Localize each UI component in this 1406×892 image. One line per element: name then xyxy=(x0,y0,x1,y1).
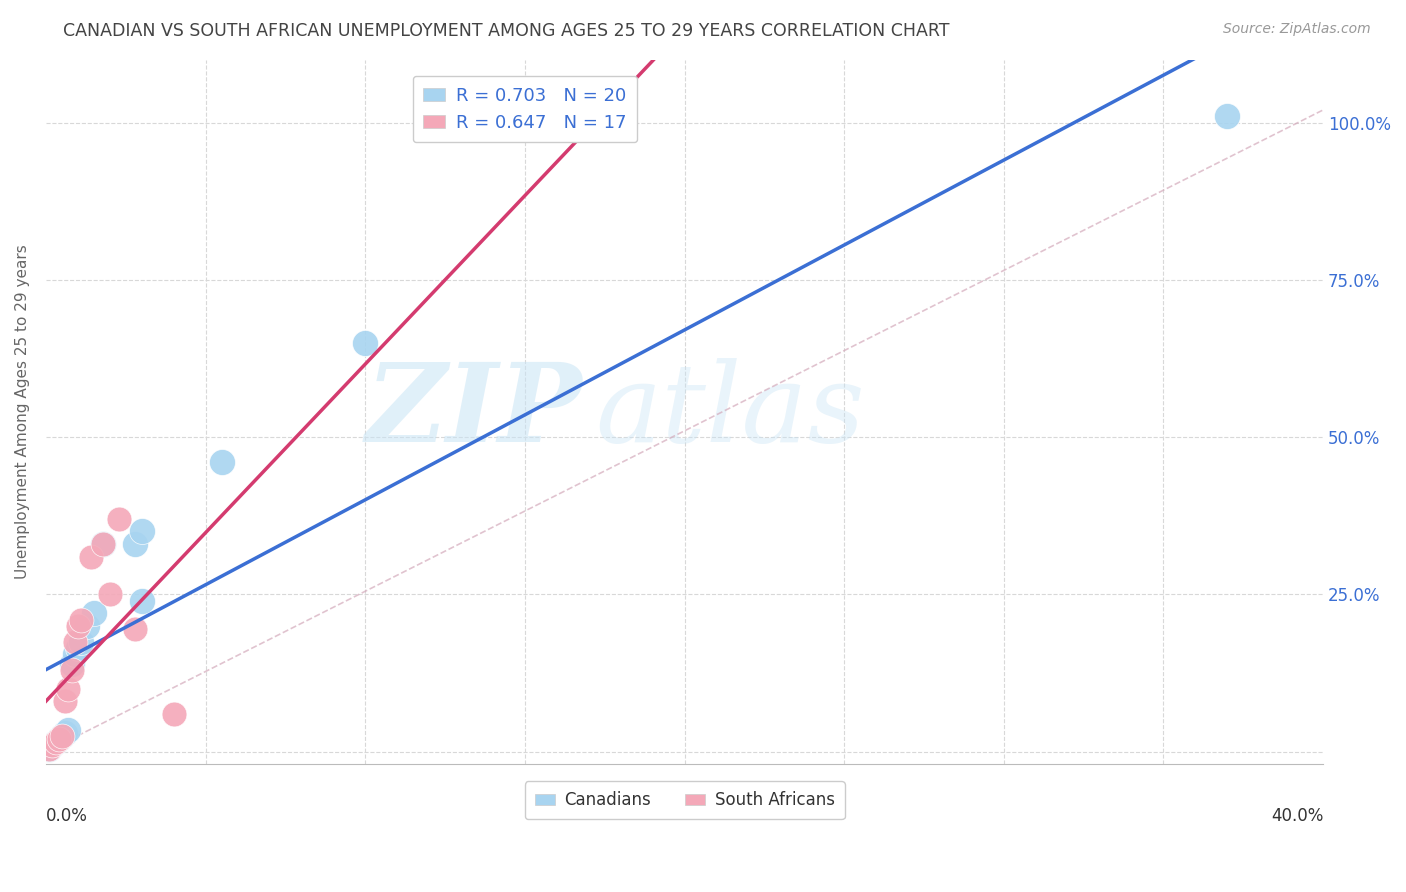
Point xyxy=(108,512,131,526)
Point xyxy=(53,694,76,708)
Text: CANADIAN VS SOUTH AFRICAN UNEMPLOYMENT AMONG AGES 25 TO 29 YEARS CORRELATION CHA: CANADIAN VS SOUTH AFRICAN UNEMPLOYMENT A… xyxy=(63,22,950,40)
Y-axis label: Unemployment Among Ages 25 to 29 years: Unemployment Among Ages 25 to 29 years xyxy=(15,244,30,579)
Point xyxy=(60,657,83,671)
Point xyxy=(38,741,60,756)
Point xyxy=(58,681,80,696)
Point xyxy=(51,729,73,743)
Point xyxy=(41,739,63,753)
Point xyxy=(63,647,86,661)
Point xyxy=(58,723,80,737)
Point xyxy=(48,732,70,747)
Point xyxy=(60,663,83,677)
Text: Source: ZipAtlas.com: Source: ZipAtlas.com xyxy=(1223,22,1371,37)
Point xyxy=(131,593,153,607)
Point xyxy=(1216,109,1239,123)
Text: atlas: atlas xyxy=(595,359,865,466)
Legend: Canadians, South Africans: Canadians, South Africans xyxy=(524,781,845,820)
Point xyxy=(45,735,67,749)
Point xyxy=(76,619,98,633)
Point xyxy=(354,335,377,350)
Point xyxy=(124,537,146,551)
Point xyxy=(53,726,76,740)
Text: 0.0%: 0.0% xyxy=(46,806,87,824)
Text: 40.0%: 40.0% xyxy=(1271,806,1323,824)
Point xyxy=(63,634,86,648)
Point xyxy=(38,741,60,756)
Point xyxy=(70,634,93,648)
Point xyxy=(41,739,63,753)
Point xyxy=(66,640,89,655)
Point xyxy=(124,622,146,636)
Point xyxy=(211,455,233,469)
Point xyxy=(83,607,105,621)
Text: ZIP: ZIP xyxy=(366,359,582,466)
Point xyxy=(93,537,115,551)
Point xyxy=(93,537,115,551)
Point xyxy=(98,587,121,601)
Point xyxy=(79,549,101,564)
Point xyxy=(66,619,89,633)
Point xyxy=(48,732,70,747)
Point xyxy=(131,524,153,539)
Point xyxy=(45,735,67,749)
Point xyxy=(163,706,186,721)
Point xyxy=(51,729,73,743)
Point xyxy=(70,613,93,627)
